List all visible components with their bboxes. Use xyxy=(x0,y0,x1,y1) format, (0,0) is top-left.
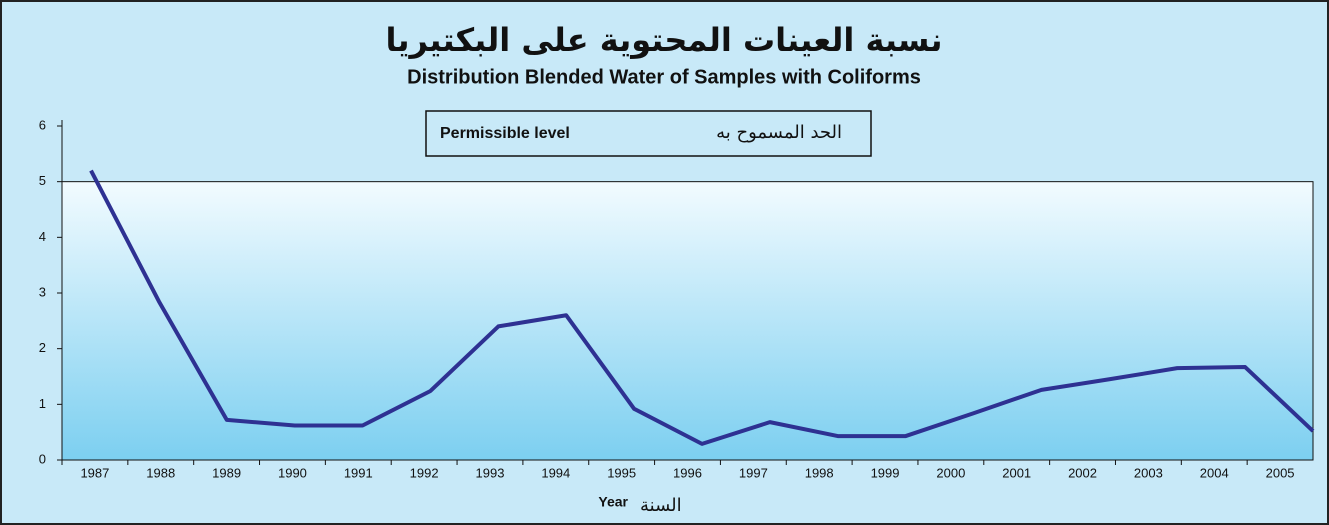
x-tick-label: 1995 xyxy=(607,465,636,480)
data-line xyxy=(89,169,1315,446)
legend-label-ar: الحد المسموح به xyxy=(716,122,842,143)
permissible-area xyxy=(61,181,1314,461)
x-axis-label-ar: السنة xyxy=(640,495,682,516)
x-tick-label: 2000 xyxy=(936,465,965,480)
x-tick-label: 1988 xyxy=(146,465,175,480)
x-tick-label: 1989 xyxy=(212,465,241,480)
y-tick-label: 4 xyxy=(39,229,46,244)
x-tick-label: 1992 xyxy=(410,465,439,480)
x-tick-label: 2005 xyxy=(1266,465,1295,480)
x-tick-label: 1987 xyxy=(80,465,109,480)
x-tick-label: 2003 xyxy=(1134,465,1163,480)
x-axis-label: Year xyxy=(598,494,628,510)
y-tick-label: 2 xyxy=(39,340,46,355)
legend-box xyxy=(425,110,872,157)
chart-title: نسبة العينات المحتوية على البكتيريا xyxy=(385,21,942,59)
x-tick-label: 1990 xyxy=(278,465,307,480)
x-tick-label: 1997 xyxy=(739,465,768,480)
y-tick-label: 6 xyxy=(39,117,46,132)
y-tick-label: 5 xyxy=(39,173,46,188)
chart-subtitle: Distribution Blended Water of Samples wi… xyxy=(407,66,921,88)
x-tick-label: 2002 xyxy=(1068,465,1097,480)
x-tick-label: 1996 xyxy=(673,465,702,480)
y-tick-label: 3 xyxy=(39,284,46,299)
x-tick-label: 1999 xyxy=(871,465,900,480)
x-tick-label: 2001 xyxy=(1002,465,1031,480)
x-tick-label: 1993 xyxy=(476,465,505,480)
y-tick-label: 1 xyxy=(39,396,46,411)
x-tick-label: 1994 xyxy=(541,465,570,480)
y-tick-label: 0 xyxy=(39,451,46,466)
x-tick-label: 1998 xyxy=(805,465,834,480)
x-tick-label: 1991 xyxy=(344,465,373,480)
x-tick-label: 2004 xyxy=(1200,465,1229,480)
legend-label: Permissible level xyxy=(440,125,570,142)
